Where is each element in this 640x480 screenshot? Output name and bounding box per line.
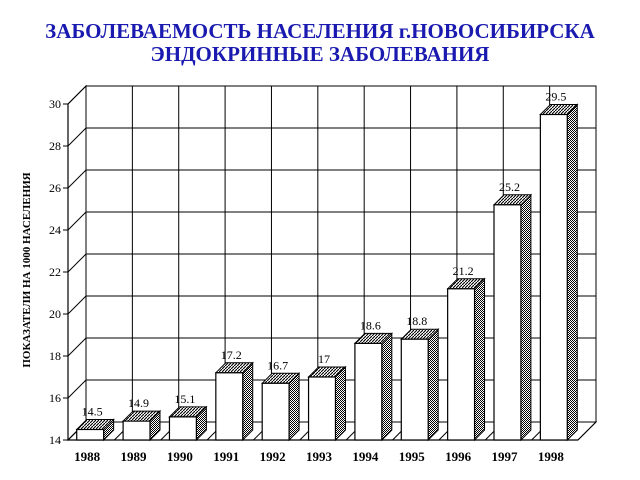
bar-1995 [400, 327, 440, 442]
floor-divider [577, 421, 597, 441]
x-tick-label: 1994 [352, 449, 379, 464]
y-tick-label: 26 [49, 181, 61, 195]
gridline-side [67, 211, 87, 231]
bar-1997 [492, 193, 533, 442]
x-tick-label: 1996 [445, 449, 472, 464]
x-tick-label: 1989 [121, 449, 148, 464]
bar-1994 [353, 332, 394, 442]
gridline-side [67, 127, 87, 147]
data-label: 18.6 [360, 318, 381, 332]
bar-side [474, 277, 486, 442]
data-label: 17.2 [221, 348, 242, 362]
y-tick-label: 24 [49, 223, 61, 237]
bar-1992 [260, 372, 301, 442]
bar-side [427, 327, 439, 442]
bar-front [261, 382, 290, 441]
data-label: 14.9 [128, 396, 149, 410]
gridline-side [67, 379, 87, 399]
bar-side [566, 103, 578, 442]
bar-1998 [539, 103, 579, 442]
bar-front [447, 288, 476, 441]
y-tick-label: 22 [49, 265, 61, 279]
gridline-side [67, 85, 87, 105]
bar-1991 [214, 361, 254, 442]
data-label: 18.8 [406, 314, 427, 328]
bar-1988 [75, 418, 115, 442]
bar-front [539, 113, 568, 441]
data-label: 17 [318, 352, 330, 366]
y-tick-label: 20 [49, 307, 61, 321]
bar-front [76, 428, 105, 441]
bar-1993 [307, 365, 347, 442]
labels-layer: 14.5 1988 14.9 1989 15.1 1990 17.2 1991 16.7 1992… [74, 90, 566, 465]
y-axis-label: ПОКАЗАТЕЛИ НА 1000 НАСЕЛЕНИЯ [21, 172, 33, 367]
bar-side [334, 365, 346, 442]
gridline-side [67, 169, 87, 189]
bar-front [400, 338, 429, 441]
x-tick-label: 1988 [74, 449, 101, 464]
bar-1990 [168, 405, 208, 442]
x-tick-label: 1998 [538, 449, 565, 464]
bar-1996 [446, 277, 486, 442]
data-label: 29.5 [545, 90, 566, 104]
gridline-side [67, 337, 87, 357]
data-label: 14.5 [82, 405, 103, 419]
x-tick-label: 1993 [306, 449, 333, 464]
x-tick-label: 1990 [167, 449, 193, 464]
bar-side [381, 332, 393, 442]
y-tick-label: 14 [49, 433, 61, 447]
gridline-side [67, 295, 87, 315]
chart-title-line1: ЗАБОЛЕВАЕМОСТЬ НАСЕЛЕНИЯ г.НОВОСИБИРСКА [45, 19, 595, 43]
bar-side [288, 372, 300, 442]
bar-side [520, 193, 532, 442]
x-tick-label: 1995 [399, 449, 426, 464]
y-tick-label: 18 [49, 349, 61, 363]
x-tick-label: 1991 [213, 449, 239, 464]
data-label: 21.2 [453, 264, 474, 278]
y-tick-label: 30 [49, 97, 61, 111]
bar-front [307, 376, 337, 441]
y-tick-label: 16 [49, 391, 61, 405]
axis-layer: 14 16 18 20 22 24 26 28 30 [49, 97, 578, 447]
chart-title-line2: ЭНДОКРИННЫЕ ЗАБОЛЕВАНИЯ [150, 42, 490, 66]
bar-1989 [121, 409, 162, 442]
data-label: 15.1 [174, 392, 195, 406]
data-label: 25.2 [499, 180, 520, 194]
data-label: 16.7 [267, 358, 288, 372]
bar-front [168, 416, 197, 441]
bar-side [242, 361, 254, 442]
bar-front [122, 420, 151, 441]
y-tick-label: 28 [49, 139, 61, 153]
bar-front [354, 342, 383, 441]
x-tick-label: 1997 [491, 449, 518, 464]
x-tick-label: 1992 [260, 449, 286, 464]
bar-front [215, 372, 244, 441]
gridline-side [67, 253, 87, 273]
bar-front [493, 204, 522, 441]
bars-layer [75, 103, 579, 442]
